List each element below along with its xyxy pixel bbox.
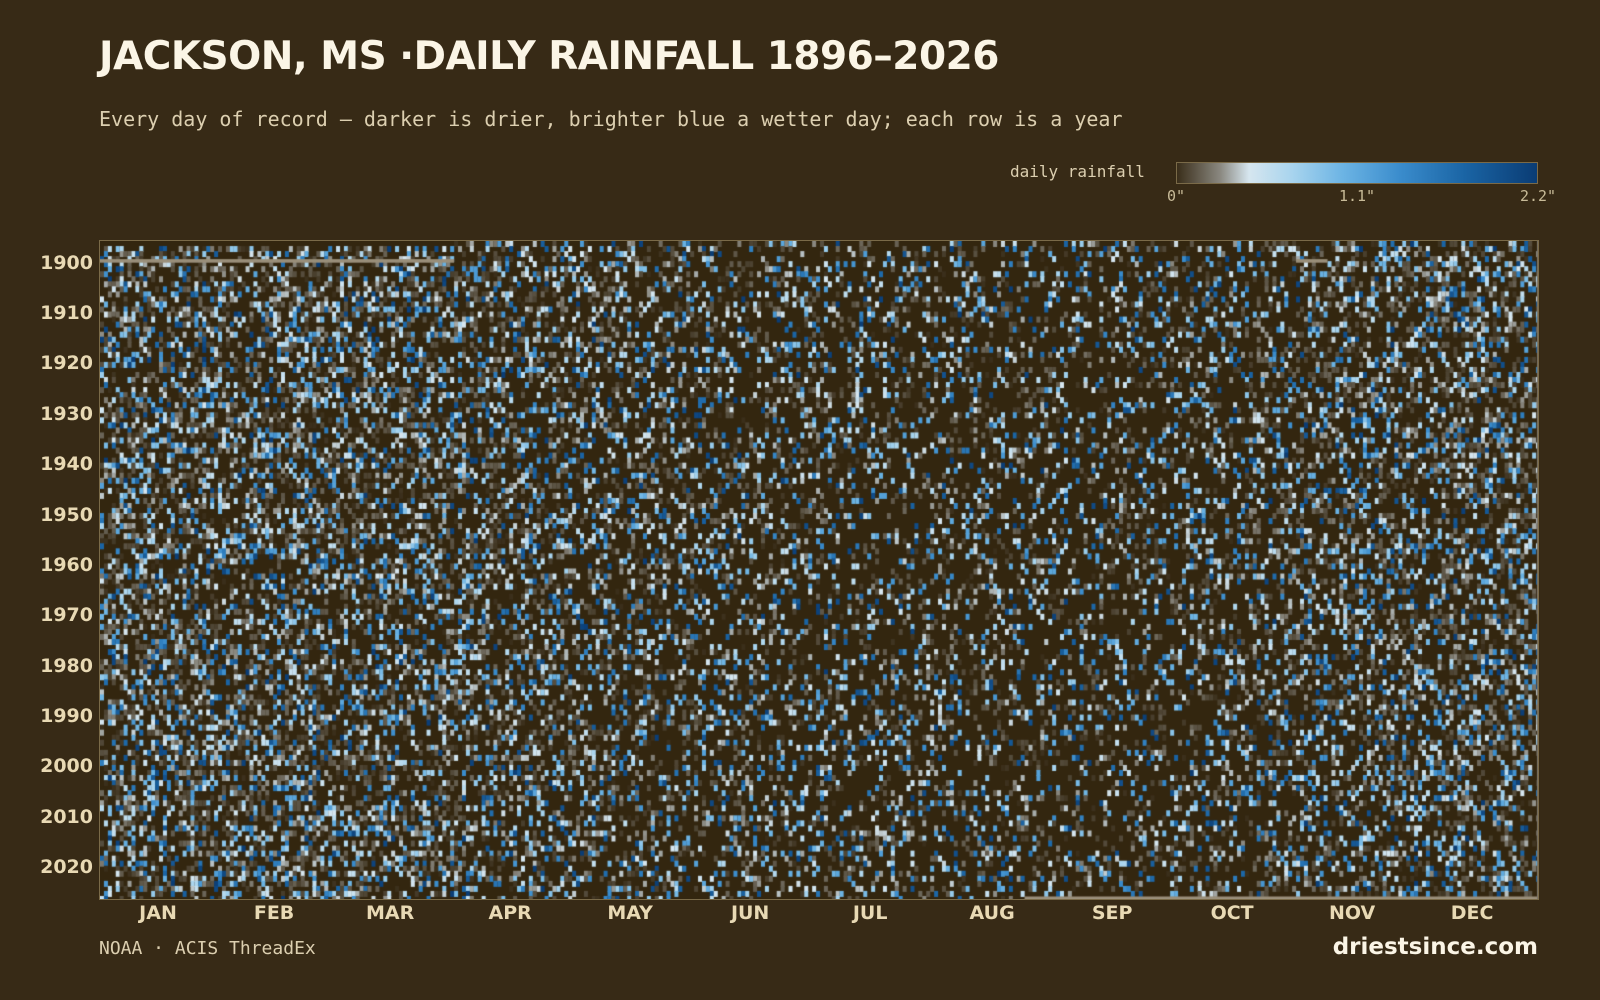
year-label-1940: 1940 [40,453,93,476]
year-label-2000: 2000 [40,755,93,778]
daily-rainfall-heatmap [100,241,1538,899]
chart-title: JACKSON, MS ·DAILY RAINFALL 1896–2026 [99,34,999,79]
year-label-1970: 1970 [40,604,93,627]
legend-color-bar [1176,162,1538,184]
month-label-mar: MAR [366,902,415,924]
year-label-2020: 2020 [40,856,93,879]
legend-tick-max: 2.2" [1519,187,1557,205]
year-label-1950: 1950 [40,503,93,526]
year-label-2010: 2010 [40,805,93,828]
brand-link[interactable]: driestsince.com [1332,934,1538,960]
month-label-aug: AUG [969,902,1015,924]
legend-tick-min: 0" [1166,187,1186,205]
month-label-feb: FEB [253,902,295,924]
heatmap-plot-area [99,240,1539,900]
year-label-1960: 1960 [40,553,93,576]
chart-subtitle: Every day of record — darker is drier, b… [99,107,1123,131]
year-label-1900: 1900 [40,251,93,274]
month-label-jul: JUL [852,902,888,924]
month-label-oct: OCT [1210,902,1254,924]
month-label-may: MAY [607,902,653,924]
year-label-1930: 1930 [40,402,93,425]
year-label-1990: 1990 [40,705,93,728]
legend-label: daily rainfall [1010,162,1145,181]
data-source: NOAA · ACIS ThreadEx [99,938,316,959]
year-label-1910: 1910 [40,302,93,325]
legend-tick-mid: 1.1" [1338,187,1376,205]
month-label-sep: SEP [1091,902,1133,924]
month-label-jan: JAN [139,902,177,924]
year-label-1980: 1980 [40,654,93,677]
year-label-1920: 1920 [40,352,93,375]
month-label-nov: NOV [1328,902,1376,924]
month-label-jun: JUN [730,902,770,924]
month-label-dec: DEC [1450,902,1494,924]
month-label-apr: APR [488,902,532,924]
